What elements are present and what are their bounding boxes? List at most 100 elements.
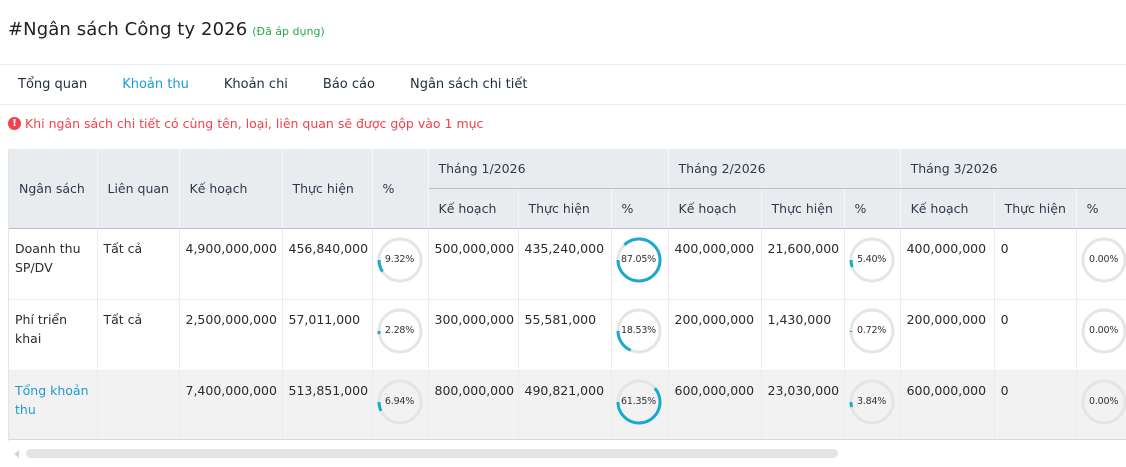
col-header-m3-actual: Thực hiện: [994, 188, 1077, 229]
m1-plan: 500,000,000: [428, 228, 519, 300]
m3-actual: 0: [994, 370, 1077, 440]
budget-table-container: Ngân sách Liên quan Kế hoạch Thực hiện %…: [8, 149, 1126, 441]
budget-name: Doanh thu SP/DV: [9, 228, 98, 300]
m3-plan: 400,000,000: [900, 228, 995, 300]
m1-plan: 800,000,000: [428, 370, 519, 440]
ring-graphic: [377, 308, 422, 353]
percent-label: 18.53%: [620, 325, 657, 336]
merge-warning-alert: ! Khi ngân sách chi tiết có cùng tên, lo…: [8, 116, 483, 131]
progress-ring: 5.40%: [849, 237, 895, 283]
m2-actual: 23,030,000: [761, 370, 845, 440]
col-header-budget: Ngân sách: [9, 149, 98, 229]
col-group-month-2: Tháng 2/2026: [668, 149, 901, 189]
m3-plan: 200,000,000: [900, 299, 995, 371]
actual-value: 57,011,000: [282, 299, 373, 371]
col-header-percent: %: [372, 149, 429, 229]
percent-label: 0.72%: [856, 325, 887, 336]
m3-plan: 600,000,000: [900, 370, 995, 440]
col-header-m2-actual: Thực hiện: [761, 188, 845, 229]
m2-plan: 200,000,000: [668, 299, 762, 371]
percent-label: 6.94%: [384, 396, 415, 407]
col-header-m3-percent: %: [1076, 188, 1126, 229]
m3-actual: 0: [994, 228, 1077, 300]
ring-graphic: [377, 379, 422, 424]
ring-graphic: [377, 237, 422, 282]
m2-actual: 1,430,000: [761, 299, 845, 371]
col-header-related: Liên quan: [97, 149, 180, 229]
budget-table: Ngân sách Liên quan Kế hoạch Thực hiện %…: [9, 149, 1126, 440]
col-header-m1-percent: %: [611, 188, 669, 229]
percent-label: 2.28%: [384, 325, 415, 336]
horizontal-scrollbar[interactable]: [8, 448, 838, 460]
related: Tất cả: [97, 228, 180, 300]
tab-bar: Tổng quan Khoản thu Khoản chi Báo cáo Ng…: [0, 64, 1126, 105]
progress-ring: 9.32%: [377, 237, 423, 283]
m2-plan: 400,000,000: [668, 228, 762, 300]
plan-value: 4,900,000,000: [179, 228, 283, 300]
ring-graphic: [616, 237, 661, 282]
percent-label: 87.05%: [620, 254, 657, 265]
page-header: #Ngân sách Công ty 2026 (Đã áp dụng): [8, 19, 325, 40]
col-header-actual: Thực hiện: [282, 149, 373, 229]
status-badge: (Đã áp dụng): [252, 25, 325, 38]
ring-graphic: [849, 237, 895, 282]
progress-ring: 6.94%: [377, 379, 423, 425]
col-header-m3-plan: Kế hoạch: [900, 188, 995, 229]
ring-graphic: [849, 379, 895, 424]
col-header-m2-percent: %: [844, 188, 901, 229]
progress-ring: 18.53%: [616, 308, 662, 354]
table-row: Doanh thu SP/DV Tất cả 4,900,000,000 456…: [9, 228, 1126, 300]
table-row: Phí triển khai Tất cả 2,500,000,000 57,0…: [9, 299, 1126, 371]
tab-detailed-budget[interactable]: Ngân sách chi tiết: [409, 77, 528, 92]
tab-overview[interactable]: Tổng quan: [18, 77, 88, 92]
ring-graphic: [1081, 308, 1126, 353]
ring-graphic: [849, 308, 895, 353]
percent-label: 0.00%: [1088, 325, 1119, 336]
related: Tất cả: [97, 299, 180, 371]
progress-ring: 61.35%: [616, 379, 662, 425]
tab-reports[interactable]: Báo cáo: [322, 77, 375, 92]
percent-label: 5.40%: [856, 254, 887, 265]
percent-label: 3.84%: [856, 396, 887, 407]
progress-ring: 3.84%: [849, 379, 895, 425]
progress-ring: 0.00%: [1081, 237, 1126, 283]
progress-ring: 0.72%: [849, 308, 895, 354]
page-title: #Ngân sách Công ty 2026: [8, 19, 248, 40]
progress-ring: 0.00%: [1081, 308, 1126, 354]
percent-label: 9.32%: [384, 254, 415, 265]
total-row: Tổng khoản thu 7,400,000,000 513,851,000…: [9, 370, 1126, 440]
progress-ring: 2.28%: [377, 308, 423, 354]
percent-label: 0.00%: [1088, 396, 1119, 407]
exclamation-circle-icon: !: [8, 117, 21, 130]
scrollbar-thumb[interactable]: [26, 449, 838, 458]
ring-graphic: [1081, 237, 1126, 282]
plan-value: 2,500,000,000: [179, 299, 283, 371]
total-revenue-link[interactable]: Tổng khoản thu: [9, 370, 98, 440]
m3-actual: 0: [994, 299, 1077, 371]
percent-label: 0.00%: [1088, 254, 1119, 265]
m1-actual: 490,821,000: [518, 370, 612, 440]
related: [97, 370, 180, 440]
ring-graphic: [1081, 379, 1126, 424]
ring-graphic: [616, 379, 661, 424]
col-header-plan: Kế hoạch: [179, 149, 283, 229]
col-group-month-3: Tháng 3/2026: [900, 149, 1126, 189]
progress-ring: 0.00%: [1081, 379, 1126, 425]
actual-value: 513,851,000: [282, 370, 373, 440]
m2-plan: 600,000,000: [668, 370, 762, 440]
m1-actual: 55,581,000: [518, 299, 612, 371]
ring-graphic: [616, 308, 661, 353]
m1-plan: 300,000,000: [428, 299, 519, 371]
col-group-month-1: Tháng 1/2026: [428, 149, 669, 189]
scroll-left-arrow-icon[interactable]: [14, 450, 19, 458]
budget-name: Phí triển khai: [9, 299, 98, 371]
col-header-m2-plan: Kế hoạch: [668, 188, 762, 229]
tab-expenses[interactable]: Khoản chi: [223, 77, 288, 92]
m2-actual: 21,600,000: [761, 228, 845, 300]
progress-ring: 87.05%: [616, 237, 662, 283]
percent-label: 61.35%: [620, 396, 657, 407]
tab-revenue[interactable]: Khoản thu: [122, 77, 189, 92]
col-header-m1-actual: Thực hiện: [518, 188, 612, 229]
alert-text: Khi ngân sách chi tiết có cùng tên, loại…: [25, 116, 484, 131]
plan-value: 7,400,000,000: [179, 370, 283, 440]
